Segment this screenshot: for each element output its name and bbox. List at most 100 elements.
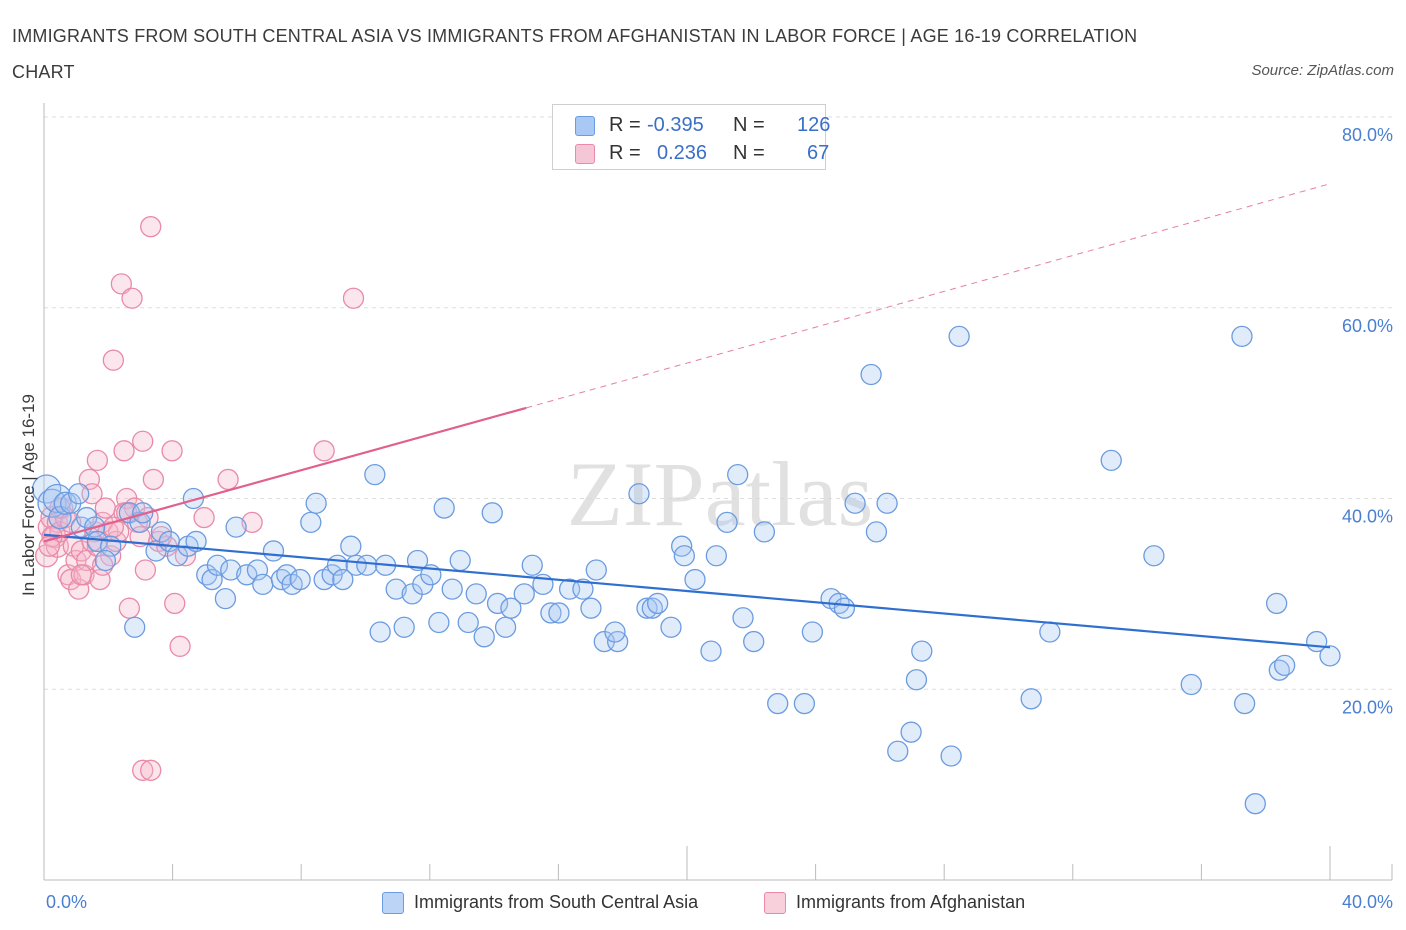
chart-title: IMMIGRANTS FROM SOUTH CENTRAL ASIA VS IM…: [12, 26, 1138, 82]
blue-point: [911, 640, 933, 662]
blue-point: [1319, 645, 1341, 667]
blue-point: [236, 564, 258, 586]
blue-point: [441, 578, 463, 600]
legend-pink-r-label: R =: [609, 142, 641, 164]
blue-point: [465, 583, 487, 605]
tick-labels: 20.0% 40.0% 60.0% 80.0% 0.0% 40.0%: [46, 125, 1393, 912]
y-tick-label: 80.0%: [1342, 125, 1393, 145]
pink-point: [94, 497, 117, 519]
pink-point: [342, 287, 365, 309]
pink-point: [121, 287, 143, 309]
blue-point: [252, 573, 274, 595]
blue-point: [393, 616, 415, 638]
blue-point: [385, 578, 407, 600]
blue-point: [732, 607, 754, 629]
blue-point: [628, 483, 650, 505]
blue-point: [753, 521, 776, 543]
blue-point: [406, 549, 429, 572]
y-tick-label: 40.0%: [1342, 507, 1393, 527]
blue-point: [844, 492, 866, 514]
blue-point: [660, 616, 682, 638]
pink-point: [110, 273, 133, 295]
legend-blue-n-label: N =: [733, 114, 765, 136]
x-tick-label: 40.0%: [1342, 892, 1393, 912]
blue-point: [705, 545, 727, 567]
blue-point: [481, 502, 503, 524]
blue-trend-line: [43, 533, 1331, 649]
pink-point: [118, 597, 141, 619]
blue-point: [767, 692, 789, 715]
pink-trend-extension: [526, 183, 1331, 409]
blue-point: [457, 611, 479, 634]
blue-point: [1244, 793, 1266, 815]
blue-point: [572, 578, 594, 600]
blue-point: [860, 363, 882, 386]
blue-point: [428, 611, 450, 634]
blue-point: [673, 545, 695, 567]
blue-point: [1233, 692, 1256, 715]
blue-point: [585, 559, 607, 581]
y-tick-label: 20.0%: [1342, 697, 1393, 717]
blue-point: [332, 568, 354, 591]
blue-point: [948, 325, 970, 348]
blue-point: [340, 535, 362, 557]
legend-blue-n-value: 126: [797, 114, 831, 136]
pink-point: [102, 349, 125, 371]
pink-point: [140, 759, 162, 781]
pink-swatch: [575, 144, 595, 164]
blue-point: [182, 487, 205, 510]
blue-point: [1273, 654, 1296, 677]
blue-point: [246, 559, 269, 581]
watermark: ZIPatlas: [567, 443, 874, 545]
blue-point: [727, 464, 749, 486]
pink-point: [132, 759, 154, 781]
blue-point: [743, 630, 765, 653]
blue-point: [369, 621, 391, 643]
blue-point: [220, 559, 242, 581]
pink-point: [113, 440, 135, 462]
blue-point: [86, 530, 109, 553]
pink-point: [142, 468, 165, 491]
blue-point: [124, 616, 146, 638]
blue-point: [473, 626, 495, 648]
legend-blue-r-label: R =: [609, 114, 641, 136]
correlation-legend: R = -0.395 N = 126 R = 0.236 N = 67: [552, 104, 830, 170]
legend-pink-label: Immigrants from Afghanistan: [796, 892, 1026, 912]
blue-point: [225, 516, 247, 538]
pink-point: [134, 559, 157, 581]
legend-pink-n-value: 67: [807, 142, 830, 164]
blue-point: [647, 592, 669, 615]
blue-point: [801, 621, 824, 643]
pink-point: [164, 592, 186, 615]
blue-point: [1265, 592, 1288, 615]
blue-point: [206, 554, 229, 576]
blue-point: [449, 549, 471, 572]
blue-swatch: [575, 116, 595, 136]
blue-point: [887, 740, 909, 762]
blue-point: [521, 554, 543, 576]
blue-point: [42, 483, 72, 514]
blue-point: [185, 530, 207, 553]
y-tick-label: 60.0%: [1342, 316, 1393, 336]
pink-point: [86, 449, 109, 472]
pink-point: [193, 506, 215, 529]
blue-point: [540, 602, 562, 624]
blue-point: [356, 554, 378, 576]
blue-point: [94, 549, 117, 572]
legend-blue-label: Immigrants from South Central Asia: [414, 892, 699, 912]
blue-point: [905, 669, 928, 691]
pink-point: [49, 497, 71, 519]
blue-point: [500, 597, 522, 619]
blue-point: [636, 597, 658, 619]
blue-point: [289, 568, 311, 591]
blue-point: [300, 511, 322, 533]
blue-point: [132, 502, 154, 524]
blue-point: [513, 583, 535, 605]
blue-point: [305, 492, 327, 514]
blue-point: [900, 721, 922, 743]
pink-point: [217, 468, 239, 491]
blue-point: [700, 640, 722, 662]
blue-point: [548, 602, 570, 624]
blue-point: [793, 692, 816, 715]
